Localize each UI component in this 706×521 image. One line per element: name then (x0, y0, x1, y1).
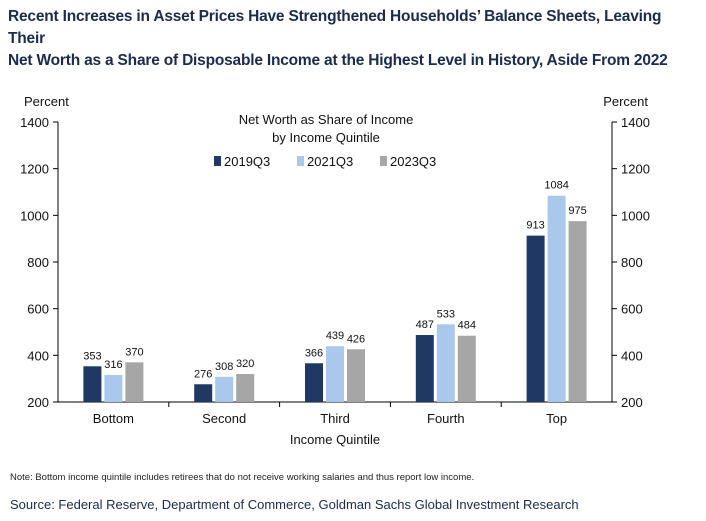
bar-2019Q3-third (305, 363, 323, 402)
y-tick-label-right: 1400 (621, 115, 650, 130)
bar-value-label: 320 (236, 358, 254, 370)
bar-value-label: 533 (437, 308, 455, 320)
y-tick-label-right: 800 (621, 255, 643, 270)
chart-title-line-1: Net Worth as Share of Income (239, 112, 414, 127)
bar-2019Q3-fourth (415, 335, 434, 402)
bar-2021Q3-fourth (436, 324, 455, 402)
bar-value-label: 1084 (544, 180, 568, 192)
bar-value-label: 353 (83, 350, 101, 362)
bar-value-label: 370 (125, 346, 143, 358)
y-tick-label-left: 1200 (20, 162, 49, 177)
y-tick-label-right: 200 (621, 395, 643, 410)
y-axis-label-left: Percent (24, 94, 69, 109)
x-axis-label: Income Quintile (290, 432, 380, 447)
bar-value-label: 975 (568, 205, 586, 217)
headline-line-2: Net Worth as a Share of Disposable Incom… (8, 52, 668, 69)
y-tick-label-left: 1000 (20, 208, 49, 223)
y-axis-label-right: Percent (603, 94, 648, 109)
legend-label-2019Q3: 2019Q3 (224, 154, 270, 169)
chart-note: Note: Bottom income quintile includes re… (10, 472, 475, 483)
bar-value-label: 487 (416, 319, 434, 331)
bar-value-label: 484 (458, 320, 476, 332)
bar-value-label: 439 (326, 330, 344, 342)
chart-legend: 2019Q3 2021Q3 2023Q3 (214, 154, 436, 169)
bar-value-label: 276 (194, 368, 212, 380)
bar-2023Q3-bottom (125, 362, 144, 402)
bar-2021Q3-bottom (104, 374, 123, 402)
headline: Recent Increases in Asset Prices Have St… (8, 6, 700, 72)
bar-2023Q3-fourth (457, 335, 476, 402)
x-tick-label: Second (202, 411, 246, 426)
y-tick-label-right: 1200 (621, 162, 650, 177)
bar-value-label: 366 (305, 347, 323, 359)
x-tick-label: Top (546, 411, 567, 426)
y-tick-label-right: 600 (621, 302, 643, 317)
bar-2023Q3-third (347, 349, 365, 402)
legend-label-2023Q3: 2023Q3 (390, 154, 436, 169)
chart-source: Source: Federal Reserve, Department of C… (10, 497, 579, 512)
bar-2021Q3-top (547, 195, 566, 402)
y-tick-label-left: 600 (27, 302, 49, 317)
chart-title-line-2: by Income Quintile (272, 130, 380, 145)
y-tick-label-left: 400 (27, 348, 49, 363)
bar-2019Q3-top (526, 235, 545, 402)
y-tick-label-right: 1000 (621, 208, 650, 223)
bar-2021Q3-third (326, 346, 344, 402)
chart-axes: 200 200 400 400 600 600 800 800 1000 1000 1200 1200… (20, 115, 650, 426)
y-tick-label-left: 1400 (20, 115, 49, 130)
legend-swatch-2023Q3 (380, 156, 387, 166)
legend-label-2021Q3: 2021Q3 (307, 154, 353, 169)
bar-chart: 200 200 400 400 600 600 800 800 1000 1000 1200 1200… (20, 94, 650, 447)
bar-2021Q3-second (215, 376, 234, 402)
y-tick-label-right: 400 (621, 348, 643, 363)
bar-value-label: 426 (347, 333, 365, 345)
bar-value-label: 316 (104, 359, 122, 371)
headline-line-1: Recent Increases in Asset Prices Have St… (8, 8, 662, 47)
bar-2019Q3-second (194, 384, 213, 402)
bar-value-label: 308 (215, 361, 233, 373)
bar-value-label: 913 (526, 220, 544, 232)
bar-2023Q3-second (236, 374, 255, 402)
bar-2023Q3-top (568, 221, 587, 402)
chart-bars (83, 195, 587, 402)
x-tick-label: Bottom (93, 411, 134, 426)
x-tick-label: Fourth (427, 411, 465, 426)
x-tick-label: Third (320, 411, 350, 426)
y-tick-label-left: 200 (27, 395, 49, 410)
y-tick-label-left: 800 (27, 255, 49, 270)
legend-swatch-2021Q3 (297, 156, 304, 166)
bar-2019Q3-bottom (83, 366, 102, 402)
legend-swatch-2019Q3 (214, 156, 221, 166)
